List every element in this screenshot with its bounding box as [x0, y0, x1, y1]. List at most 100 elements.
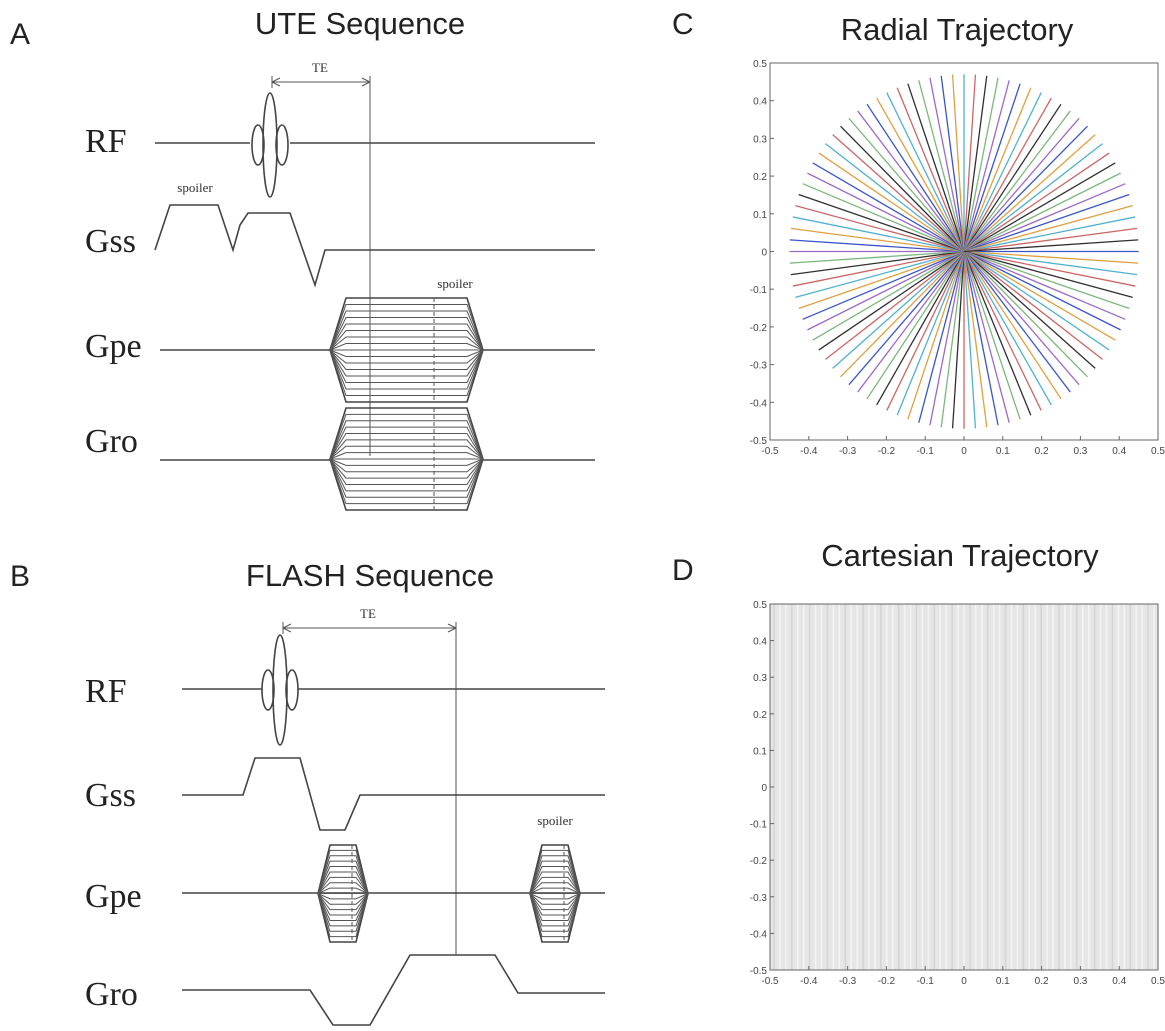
y-tick-label: 0.1 — [753, 746, 767, 757]
x-tick-label: 0 — [961, 446, 967, 457]
block-step — [317, 871, 369, 894]
spoke — [963, 251, 1010, 423]
block-step — [317, 893, 369, 905]
block-step — [529, 876, 581, 894]
block-step — [329, 452, 484, 460]
gradient-block — [317, 844, 369, 943]
spoke — [963, 193, 1130, 253]
spoke — [812, 250, 965, 341]
block-step — [529, 893, 581, 938]
block-step — [317, 893, 369, 921]
spoke — [963, 74, 977, 252]
block-step — [329, 413, 484, 460]
block-step — [329, 349, 484, 357]
y-tick-label: -0.4 — [750, 398, 768, 409]
spoke — [790, 250, 965, 276]
y-tick-label: -0.1 — [750, 820, 768, 831]
block-step — [329, 304, 484, 351]
row-label: RF — [85, 123, 127, 160]
y-tick-label: -0.4 — [750, 929, 768, 940]
y-tick-label: 0.3 — [753, 673, 767, 684]
spoke — [963, 251, 988, 428]
block-step — [529, 893, 581, 911]
spoke — [963, 250, 1121, 331]
y-tick-label: 0.1 — [753, 210, 767, 221]
x-tick-label: -0.5 — [761, 446, 779, 457]
block-step — [317, 876, 369, 894]
row-label: RF — [85, 673, 127, 710]
block-step — [529, 871, 581, 894]
spoke — [963, 251, 999, 426]
spoke — [963, 134, 1096, 252]
y-tick-label: 0.4 — [753, 97, 767, 108]
spoke — [963, 143, 1103, 253]
spoke — [963, 110, 1071, 252]
x-tick-label: -0.2 — [878, 976, 896, 987]
spoke — [832, 134, 965, 252]
x-tick-label: 0.5 — [1151, 976, 1165, 987]
x-tick-label: -0.1 — [917, 446, 935, 457]
x-tick-label: -0.4 — [800, 446, 818, 457]
x-tick-label: 0.1 — [996, 446, 1010, 457]
x-tick-label: -0.4 — [800, 976, 818, 987]
y-tick-label: -0.3 — [750, 893, 768, 904]
block-step — [317, 893, 369, 911]
block-step — [329, 458, 484, 485]
gradient-block — [329, 297, 484, 403]
x-tick-label: 0.5 — [1151, 446, 1165, 457]
spoke — [857, 110, 965, 252]
block-step — [329, 349, 484, 383]
spoke — [963, 250, 1110, 351]
x-tick-label: -0.2 — [878, 446, 896, 457]
block-step — [529, 887, 581, 894]
row-label: Gss — [85, 223, 136, 260]
spoke — [940, 251, 965, 428]
te-label: TE — [360, 606, 376, 621]
spoke — [798, 250, 965, 310]
x-tick-label: -0.3 — [839, 976, 857, 987]
x-tick-label: 0.3 — [1073, 976, 1087, 987]
spoke — [866, 103, 965, 252]
spoke — [963, 152, 1110, 253]
spoke — [789, 250, 965, 264]
block-step — [317, 893, 369, 938]
spoke — [963, 250, 1133, 298]
spoke — [832, 251, 965, 369]
spoke — [963, 97, 1052, 252]
spoke — [963, 251, 977, 429]
spoke — [807, 250, 965, 331]
block-step — [317, 893, 369, 927]
spoke — [929, 251, 965, 426]
x-tick-label: -0.1 — [917, 976, 935, 987]
spoke — [918, 251, 965, 423]
y-tick-label: 0.5 — [753, 59, 767, 70]
spoke — [790, 227, 965, 253]
block-step — [529, 849, 581, 894]
block-step — [317, 860, 369, 894]
block-step — [329, 349, 484, 370]
panel-label: D — [672, 554, 694, 587]
block-step — [329, 433, 484, 460]
spoke — [896, 87, 965, 252]
spoke — [866, 251, 965, 400]
panel-label: B — [10, 560, 30, 593]
block-step — [329, 343, 484, 351]
spoke — [963, 251, 1032, 416]
spoke — [963, 103, 1062, 252]
block-step — [329, 458, 484, 466]
block-step — [329, 439, 484, 460]
y-tick-label: 0 — [761, 248, 767, 259]
spoke — [963, 251, 1062, 400]
spoke — [963, 75, 988, 252]
spoiler-label: spoiler — [177, 180, 213, 195]
spoke — [963, 251, 1042, 411]
block-step — [329, 458, 484, 479]
panel-title: UTE Sequence — [255, 6, 465, 41]
block-step — [529, 893, 581, 900]
flash-diagram — [182, 622, 605, 1026]
spoiler-label: spoiler — [537, 813, 573, 828]
x-tick-label: 0.4 — [1112, 446, 1126, 457]
panel-label: C — [672, 8, 694, 41]
spoke — [929, 77, 965, 252]
spoke — [876, 251, 965, 406]
